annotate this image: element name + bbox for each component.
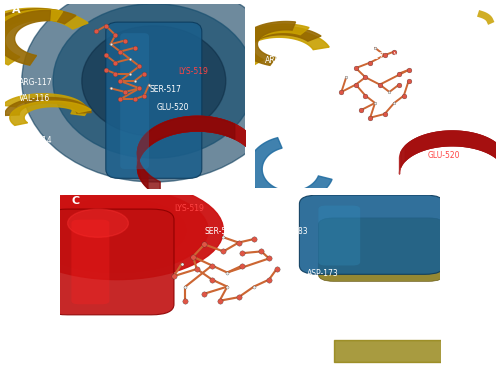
Text: VAL-116: VAL-116: [238, 348, 270, 357]
Text: ASP-183: ASP-183: [264, 83, 296, 92]
Polygon shape: [10, 101, 91, 125]
Text: ARG-114: ARG-114: [110, 348, 143, 357]
Circle shape: [68, 209, 128, 237]
FancyBboxPatch shape: [300, 195, 444, 274]
Text: ASP-173: ASP-173: [307, 269, 339, 278]
Text: ARG-117: ARG-117: [351, 52, 384, 61]
FancyBboxPatch shape: [120, 33, 149, 169]
FancyBboxPatch shape: [106, 22, 202, 178]
Polygon shape: [0, 10, 50, 65]
Text: ARG-117: ARG-117: [296, 348, 329, 357]
Polygon shape: [248, 138, 332, 202]
Circle shape: [26, 188, 208, 273]
Polygon shape: [231, 27, 321, 64]
Text: GLU-520: GLU-520: [156, 104, 188, 112]
Text: LEU-115: LEU-115: [356, 10, 388, 19]
Text: ARG-114: ARG-114: [20, 136, 53, 146]
Polygon shape: [240, 21, 296, 65]
Circle shape: [22, 0, 286, 182]
Circle shape: [53, 4, 254, 158]
Text: C: C: [72, 196, 80, 206]
Polygon shape: [0, 9, 76, 62]
Text: LYS-519: LYS-519: [174, 204, 204, 213]
Text: ARG-114: ARG-114: [435, 21, 468, 30]
Polygon shape: [0, 10, 62, 65]
Polygon shape: [236, 24, 309, 66]
Text: B: B: [262, 5, 270, 15]
Polygon shape: [5, 98, 91, 116]
Text: A: A: [12, 5, 21, 15]
Polygon shape: [2, 94, 86, 116]
Text: GLU-520: GLU-520: [428, 151, 460, 160]
FancyBboxPatch shape: [318, 218, 444, 281]
Polygon shape: [0, 8, 88, 55]
Text: ASP-183: ASP-183: [276, 227, 308, 236]
FancyBboxPatch shape: [318, 206, 360, 266]
Text: VAL-116: VAL-116: [394, 52, 426, 61]
Polygon shape: [226, 29, 329, 59]
Circle shape: [48, 198, 186, 262]
FancyBboxPatch shape: [72, 220, 110, 304]
Text: ARG-186: ARG-186: [264, 56, 298, 64]
FancyBboxPatch shape: [45, 209, 174, 315]
Text: SER-517: SER-517: [149, 85, 181, 94]
Text: LEU-115: LEU-115: [166, 348, 198, 357]
Text: ASP-173: ASP-173: [366, 144, 397, 153]
Text: ARG-117: ARG-117: [20, 78, 53, 87]
Circle shape: [10, 181, 224, 280]
Text: VAL-116: VAL-116: [20, 94, 50, 103]
Circle shape: [82, 26, 226, 136]
Text: SER-517: SER-517: [204, 227, 236, 236]
Text: LYS-519: LYS-519: [178, 67, 208, 76]
